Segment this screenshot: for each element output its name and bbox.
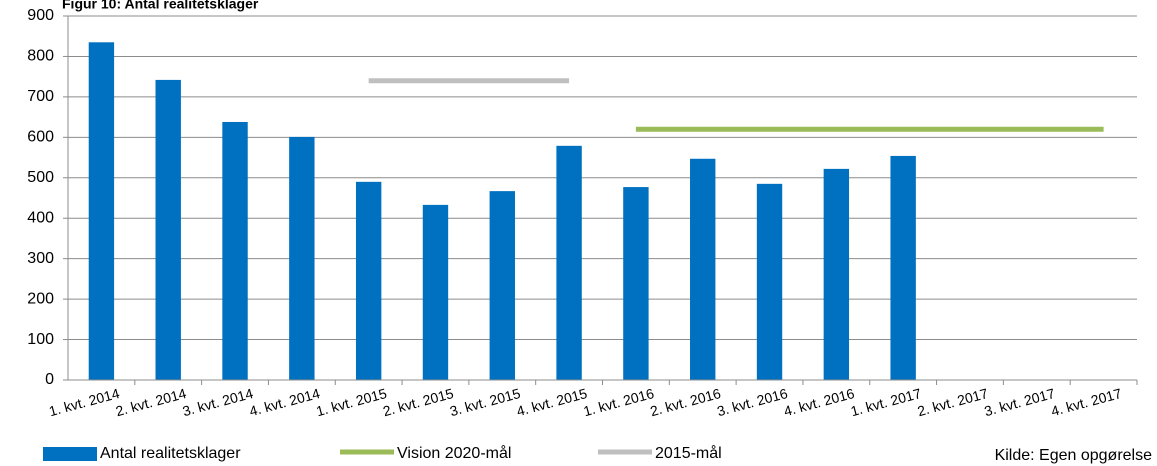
x-tick-label: 3. kvt. 2015 [448, 385, 522, 419]
y-tick-label: 200 [27, 290, 54, 307]
x-tick-label: 4. kvt. 2016 [782, 385, 856, 419]
x-tick-label: 1. kvt. 2016 [582, 385, 656, 419]
y-tick-label: 100 [27, 331, 54, 348]
legend-label: Antal realitetsklager [100, 445, 241, 462]
x-tick-label: 4. kvt. 2017 [1049, 385, 1123, 419]
bar [289, 136, 315, 380]
bar [355, 181, 382, 380]
y-tick-label: 700 [27, 88, 54, 105]
bar [823, 168, 850, 380]
x-tick-label: 3. kvt. 2016 [715, 385, 789, 419]
bar [88, 42, 115, 381]
x-tick-label: 4. kvt. 2014 [248, 385, 322, 419]
x-tick-label: 3. kvt. 2014 [181, 385, 255, 419]
x-tick-label: 2. kvt. 2017 [916, 385, 990, 419]
x-tick-label: 1. kvt. 2015 [314, 385, 388, 419]
bar [623, 187, 649, 380]
y-tick-label: 0 [45, 371, 54, 388]
bar [890, 155, 916, 380]
x-tick-label: 2. kvt. 2014 [114, 385, 188, 419]
source-note: Kilde: Egen opgørelse [995, 447, 1153, 464]
legend-label: 2015-mål [655, 444, 722, 462]
bar [222, 121, 248, 380]
y-tick-label: 600 [27, 129, 54, 146]
y-tick-label: 500 [27, 169, 54, 186]
y-tick-label: 400 [27, 209, 54, 226]
x-tick-label: 2. kvt. 2015 [381, 385, 455, 419]
legend-label: Vision 2020-mål [397, 444, 511, 462]
bar [155, 79, 181, 380]
x-tick-label: 4. kvt. 2015 [515, 385, 589, 419]
bar [690, 158, 716, 380]
y-tick-label: 800 [27, 48, 54, 65]
x-tick-label: 1. kvt. 2017 [849, 385, 923, 419]
y-tick-label: 900 [27, 7, 54, 24]
bar [422, 204, 449, 380]
bar [556, 145, 582, 380]
y-tick-label: 300 [27, 250, 54, 267]
x-tick-label: 2. kvt. 2016 [648, 385, 722, 419]
x-tick-label: 1. kvt. 2014 [47, 385, 121, 419]
bar [756, 183, 783, 380]
chart-title: Figur 10: Antal realitetsklager [62, 0, 259, 12]
bar [489, 191, 515, 380]
legend-swatch [43, 447, 97, 461]
x-tick-label: 3. kvt. 2017 [982, 385, 1056, 419]
